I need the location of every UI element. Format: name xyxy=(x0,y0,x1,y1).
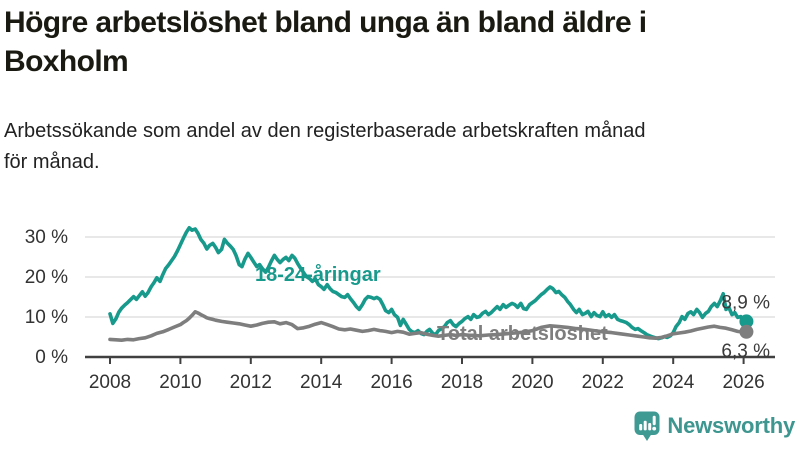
x-axis-tick-label: 2024 xyxy=(652,372,695,393)
x-axis-tick-label: 2026 xyxy=(722,372,764,393)
y-axis-tick-label: 20 % xyxy=(25,267,68,288)
endpoint-dot-total xyxy=(739,324,754,339)
series-label-total: Total arbetslöshet xyxy=(437,323,608,345)
x-axis-tick-label: 2022 xyxy=(582,372,624,393)
x-axis-tick-label: 2010 xyxy=(159,372,201,393)
y-axis-tick-label: 30 % xyxy=(25,227,68,248)
x-axis-tick-label: 2018 xyxy=(441,372,483,393)
newsworthy-brand-text: Newsworthy xyxy=(667,413,795,438)
y-axis-tick-label: 10 % xyxy=(25,307,68,328)
x-axis-tick-label: 2014 xyxy=(300,372,343,393)
chart-subtitle: Arbetssökande som andel av den registerb… xyxy=(4,116,796,178)
newsworthy-logo-icon xyxy=(634,411,660,441)
x-axis-tick-label: 2016 xyxy=(370,372,412,393)
end-value-label-total: 6,3 % xyxy=(721,341,770,362)
page-title: Högre arbetslöshet bland unga än bland ä… xyxy=(4,3,796,81)
title-line-1: Högre arbetslöshet bland unga än bland ä… xyxy=(4,6,647,39)
series-line-youth-18-24 xyxy=(108,226,749,341)
newsworthy-brand: Newsworthy xyxy=(634,410,795,442)
x-axis-tick-label: 2020 xyxy=(511,372,553,393)
subtitle-line-1: Arbetssökande som andel av den registerb… xyxy=(4,120,646,142)
end-value-label-youth-18-24: 8,9 % xyxy=(721,292,770,313)
subtitle-line-2: för månad. xyxy=(4,151,100,173)
series-label-youth-18-24: 18-24-åringar xyxy=(255,263,381,286)
x-axis-tick-label: 2008 xyxy=(89,372,131,393)
x-axis-tick-label: 2012 xyxy=(230,372,272,393)
y-axis-tick-label: 0 % xyxy=(35,347,68,368)
title-line-2: Boxholm xyxy=(4,45,129,78)
series-line-total xyxy=(108,309,749,343)
endpoint-dot-youth-18-24 xyxy=(739,314,754,329)
